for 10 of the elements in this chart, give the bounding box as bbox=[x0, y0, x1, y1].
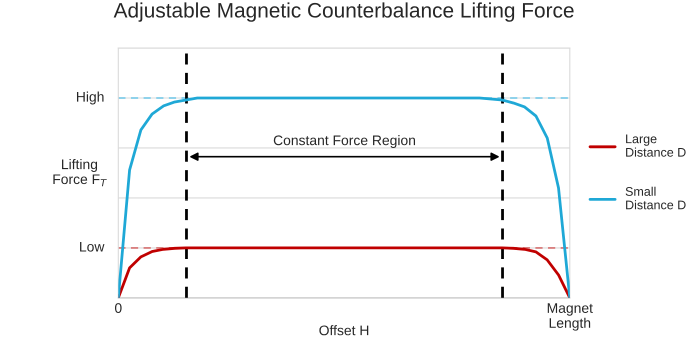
x-tick-label: 0 bbox=[114, 303, 122, 313]
chart-title: Adjustable Magnetic Counterbalance Lifting Force bbox=[114, 2, 574, 22]
ref-line-label: Low bbox=[80, 242, 104, 252]
annotation: Constant Force Region bbox=[274, 135, 416, 148]
x-axis-title: Offset H bbox=[319, 325, 368, 336]
legend-label: Large Distance D bbox=[626, 134, 686, 157]
y-axis-title: Lifting Force F$_{T}$ bbox=[53, 159, 107, 186]
legend-label: Small Distance D bbox=[626, 186, 686, 210]
x-tick-label: Magnet Length bbox=[548, 303, 593, 331]
ref-line-label: High bbox=[76, 92, 104, 104]
